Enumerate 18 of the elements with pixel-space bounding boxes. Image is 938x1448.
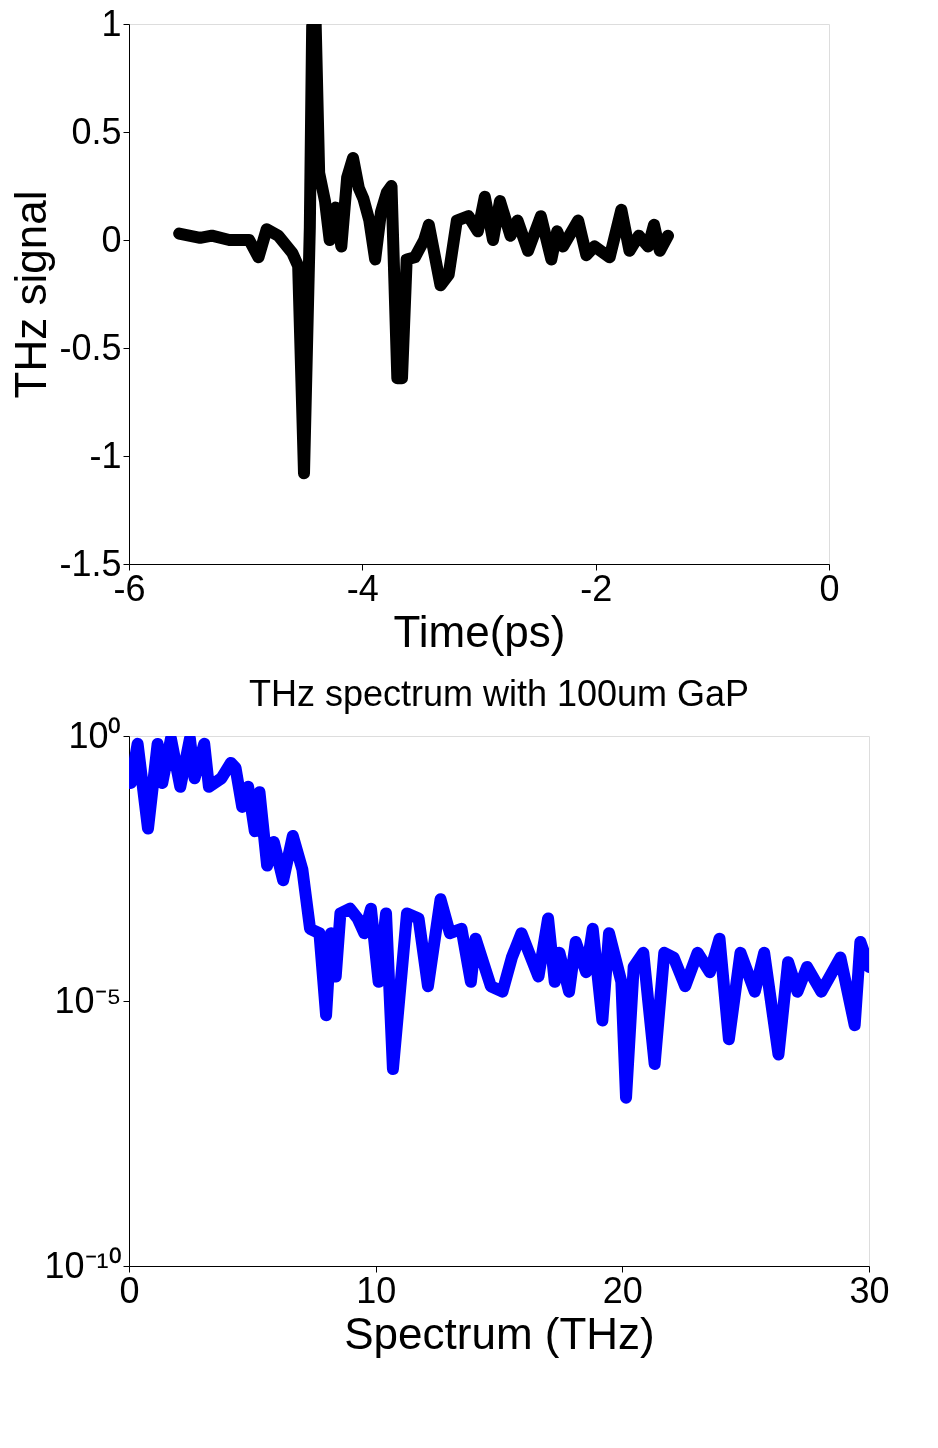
y-tick-label: 10⁰ [68,714,122,756]
y-tick-label: 10⁻¹⁰ [44,1244,122,1286]
x-tick-label: -4 [346,567,379,609]
y-tick-label: -0.5 [59,326,122,368]
chart-title: THz spectrum with 100um GaP [248,673,750,714]
y-axis-title: THz signal [6,190,56,399]
x-axis-title: Time(ps) [393,606,566,656]
y-tick-label: 10⁻⁵ [54,979,122,1021]
x-tick-label: -2 [580,567,613,609]
x-tick-label: 30 [849,1269,890,1311]
x-tick-label: 20 [602,1269,643,1311]
y-tick-label: 0.5 [71,110,122,152]
y-tick-label: 0 [101,218,122,260]
x-tick-label: 10 [356,1269,397,1311]
y-tick-label: -1 [89,434,122,476]
y-tick-label: 1 [101,2,122,44]
x-axis-title: Spectrum (THz) [344,1308,655,1358]
x-tick-label: 0 [819,567,840,609]
